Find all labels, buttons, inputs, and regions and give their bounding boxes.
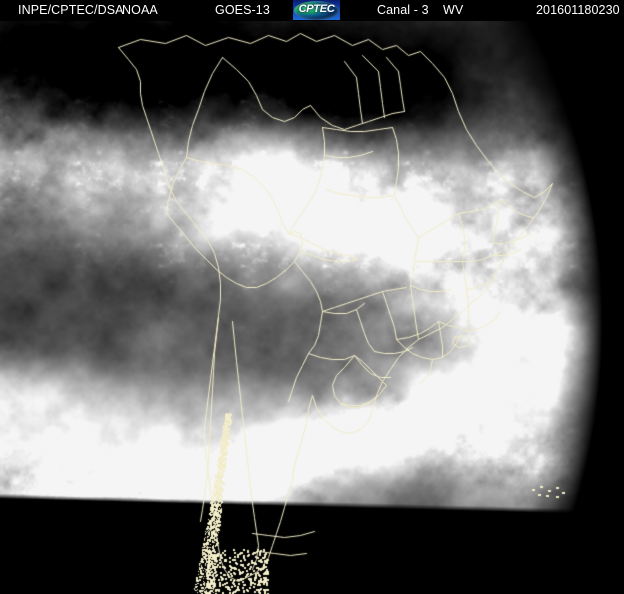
header-agency-label: INPE/CPTEC/DSA bbox=[18, 3, 124, 17]
image-header-bar: INPE/CPTEC/DSA NOAA GOES-13 CPTEC Canal … bbox=[0, 0, 624, 21]
satellite-image-frame bbox=[0, 21, 624, 594]
header-operator-label: NOAA bbox=[122, 3, 158, 17]
cptec-logo-oval bbox=[294, 1, 339, 20]
header-satellite-label: GOES-13 bbox=[215, 3, 270, 17]
header-timestamp-label: 201601180230 bbox=[536, 3, 620, 17]
satellite-image-canvas bbox=[0, 21, 624, 594]
header-divider bbox=[0, 20, 624, 21]
header-product-label: WV bbox=[443, 3, 464, 17]
header-channel-label: Canal - 3 bbox=[377, 3, 429, 17]
cptec-logo-text: CPTEC bbox=[298, 3, 335, 15]
cptec-logo: CPTEC bbox=[293, 0, 340, 21]
